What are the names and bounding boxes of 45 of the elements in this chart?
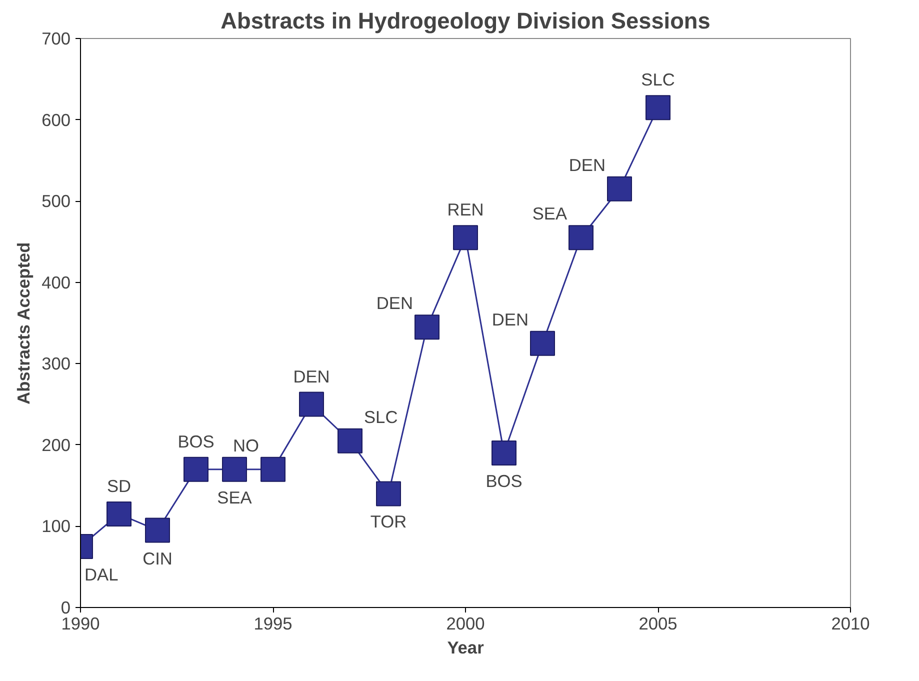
point [222, 456, 247, 482]
point [530, 330, 555, 356]
y-tick-label: 400 [42, 272, 71, 292]
point [260, 456, 286, 482]
x-tick-label: 2000 [446, 614, 485, 634]
y-tick-label: 600 [42, 110, 71, 130]
point [492, 440, 516, 466]
annotation: SD [106, 476, 132, 496]
annotation: SEA [217, 487, 252, 508]
annotation: DEN [376, 293, 414, 314]
point [106, 502, 132, 527]
y-tick-label: 500 [42, 191, 71, 212]
y-tick-label: 100 [42, 516, 71, 536]
point [299, 392, 324, 417]
x-tick-label: 1995 [254, 614, 292, 634]
annotation: SLC [364, 406, 398, 427]
point [607, 176, 632, 202]
point [376, 481, 401, 506]
y-tick-label: 200 [42, 434, 71, 455]
point [453, 225, 478, 250]
annotation: DAL [84, 564, 119, 585]
annotation: BOS [486, 471, 522, 492]
annotation: SLC [641, 70, 675, 90]
x-tick-label: 2010 [831, 614, 870, 634]
point [414, 314, 440, 340]
point [145, 518, 170, 543]
annotation: CIN [142, 548, 172, 568]
point [646, 95, 670, 120]
annotation: DEN [568, 154, 606, 175]
y-tick-label: 700 [42, 28, 71, 48]
annotation: REN [447, 200, 484, 220]
annotation: BOS [178, 431, 214, 452]
y-tick-label: 300 [42, 354, 71, 374]
x-tick-label: 2005 [638, 614, 678, 634]
y-axis-title: Abstracts Accepted [14, 242, 34, 404]
point [338, 428, 362, 454]
annotation: SEA [532, 204, 568, 224]
point [568, 225, 594, 250]
annotation: DEN [293, 366, 330, 386]
chart-title: Abstracts in Hydrogeology Division Sessions [220, 8, 710, 34]
annotation: NO [233, 435, 260, 456]
annotation: TOR [370, 512, 407, 532]
x-axis-title: Year [447, 638, 484, 658]
point [184, 456, 208, 482]
annotation: DEN [492, 309, 529, 330]
